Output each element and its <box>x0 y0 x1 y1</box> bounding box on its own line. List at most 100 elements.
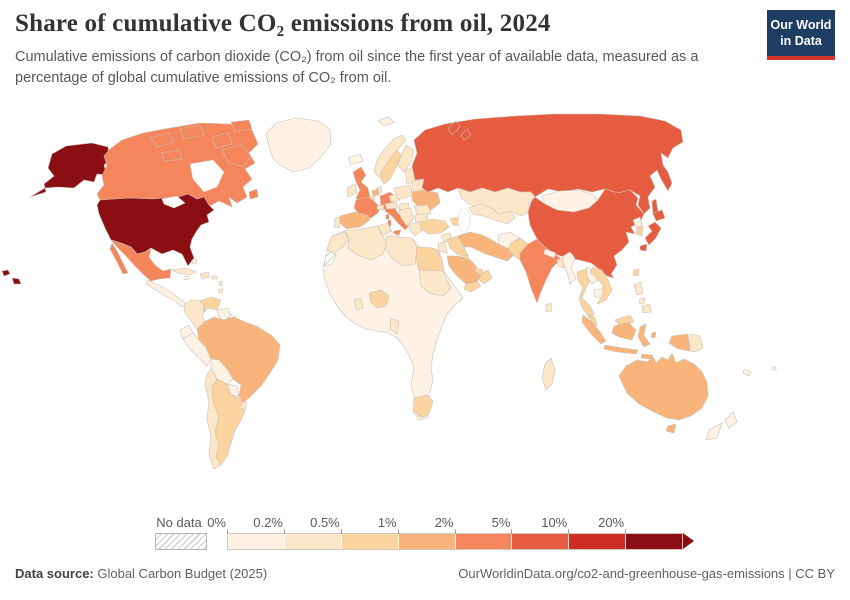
region-new-zealand[interactable] <box>705 411 738 441</box>
region-sri-lanka[interactable] <box>545 302 553 313</box>
region-canada-arctic[interactable] <box>149 119 259 200</box>
region-tunisia[interactable] <box>377 222 392 236</box>
region-uae-qatar[interactable] <box>474 267 484 276</box>
region-sudan[interactable] <box>418 269 452 297</box>
region-turkey[interactable] <box>419 218 450 235</box>
region-central-asia[interactable] <box>468 203 516 225</box>
region-chile[interactable] <box>204 368 222 470</box>
region-malaysia[interactable] <box>588 313 635 327</box>
legend-colorbar: 0% 0.2% 0.5% 1% 2% 5% 10% 20% <box>207 515 683 550</box>
region-iran[interactable] <box>457 231 514 262</box>
no-data-swatch[interactable] <box>155 533 207 550</box>
region-russia[interactable] <box>411 113 684 216</box>
region-pacific-islands[interactable] <box>742 366 777 377</box>
region-jamaica[interactable] <box>183 275 190 281</box>
region-colombia[interactable] <box>183 299 207 330</box>
region-greenland[interactable] <box>265 117 332 173</box>
region-nepal[interactable] <box>543 248 557 259</box>
region-bangladesh[interactable] <box>556 257 565 269</box>
region-central-america[interactable] <box>145 279 189 308</box>
region-brazil[interactable] <box>196 316 281 404</box>
legend-bin-label: 1% <box>377 515 397 530</box>
region-gabon-congo[interactable] <box>389 318 400 335</box>
region-united-kingdom[interactable] <box>352 166 371 204</box>
region-austria[interactable] <box>384 201 399 210</box>
region-united-states-hawaii[interactable] <box>1 269 22 285</box>
legend-bin-5%[interactable]: 5% <box>492 515 570 549</box>
region-south-korea[interactable] <box>635 225 644 237</box>
region-norway[interactable] <box>373 134 407 178</box>
legend-bin-1%[interactable]: 1% <box>378 515 456 549</box>
owid-logo-line1: Our World <box>770 18 832 32</box>
region-saudi-arabia[interactable] <box>446 255 482 285</box>
region-finland[interactable] <box>397 144 415 173</box>
legend-arrow <box>683 533 694 549</box>
legend-bin-label: 0.2% <box>253 515 283 530</box>
region-taiwan[interactable] <box>632 268 640 277</box>
region-madagascar[interactable] <box>541 357 556 391</box>
region-algeria[interactable] <box>344 225 388 261</box>
no-data-label: No data <box>156 515 202 530</box>
region-ireland[interactable] <box>346 183 358 198</box>
region-hispaniola[interactable] <box>199 271 211 280</box>
legend-bin-label: 2% <box>434 515 454 530</box>
region-switzerland[interactable] <box>376 204 385 211</box>
owid-logo[interactable]: Our World in Data <box>767 10 835 60</box>
region-greece[interactable] <box>409 221 423 237</box>
region-venezuela[interactable] <box>199 296 222 314</box>
legend-bin-0.2%[interactable]: 0.2% <box>253 515 342 549</box>
chart-footer: Data source: Global Carbon Budget (2025)… <box>15 566 835 581</box>
region-romania[interactable] <box>413 204 432 216</box>
region-kuwait[interactable] <box>463 254 469 260</box>
data-source-label: Data source: <box>15 566 94 581</box>
region-canada[interactable] <box>96 122 259 208</box>
region-united-states-alaska[interactable] <box>29 142 111 198</box>
data-source: Data source: Global Carbon Budget (2025) <box>15 566 267 581</box>
region-svalbard[interactable] <box>377 116 395 127</box>
region-caribbean-islands[interactable] <box>211 275 224 294</box>
region-israel-jordan[interactable] <box>437 241 448 254</box>
region-yemen[interactable] <box>463 281 482 293</box>
region-south-africa[interactable] <box>412 394 434 419</box>
region-libya[interactable] <box>384 235 418 267</box>
great-lakes <box>161 195 186 209</box>
chart-header: Share of cumulative CO₂ emissions from o… <box>15 10 835 89</box>
region-cambodia[interactable] <box>593 287 604 299</box>
region-iceland[interactable] <box>347 153 364 166</box>
legend-bin-label: 10% <box>541 515 568 530</box>
legend-bin-label: 0% <box>207 515 226 530</box>
region-egypt[interactable] <box>415 246 444 272</box>
owid-logo-line2: in Data <box>780 34 822 49</box>
legend-bin-0.5%[interactable]: 0.5% <box>310 515 399 549</box>
footer-link[interactable]: OurWorldinData.org/co2-and-greenhouse-ga… <box>458 566 835 581</box>
region-philippines[interactable] <box>633 281 652 314</box>
page-title: Share of cumulative CO₂ emissions from o… <box>15 10 551 37</box>
region-cuba[interactable] <box>171 267 197 276</box>
region-nigeria[interactable] <box>368 289 390 309</box>
region-japan[interactable] <box>639 209 666 252</box>
legend-bin-10%[interactable]: 10% <box>541 515 627 549</box>
region-netherlands[interactable] <box>371 188 380 197</box>
legend-bin-20%[interactable]: 20% <box>598 515 682 549</box>
region-sweden[interactable] <box>379 149 402 185</box>
region-papua-new-guinea[interactable] <box>689 333 704 353</box>
region-western-sahara[interactable] <box>323 249 337 267</box>
region-indonesia[interactable] <box>581 314 691 360</box>
legend-bin-2%[interactable]: 2% <box>435 515 513 549</box>
region-portugal[interactable] <box>333 216 341 229</box>
region-spain[interactable] <box>339 211 371 230</box>
region-myanmar[interactable] <box>562 251 577 285</box>
legend-bin-label: 20% <box>598 515 625 530</box>
caspian-sea <box>457 207 472 235</box>
region-north-korea[interactable] <box>632 216 643 229</box>
hudson-bay <box>189 159 225 193</box>
region-mexico[interactable] <box>109 239 172 282</box>
chart-subtitle: Cumulative emissions of carbon dioxide (… <box>15 49 699 87</box>
region-ghana[interactable] <box>353 297 364 311</box>
region-vietnam[interactable] <box>589 266 613 305</box>
region-balkans[interactable] <box>398 207 415 227</box>
region-australia[interactable] <box>618 352 709 434</box>
region-bahamas[interactable] <box>191 258 198 265</box>
region-morocco[interactable] <box>326 231 350 255</box>
legend-bin-0%[interactable]: 0% <box>207 515 285 549</box>
